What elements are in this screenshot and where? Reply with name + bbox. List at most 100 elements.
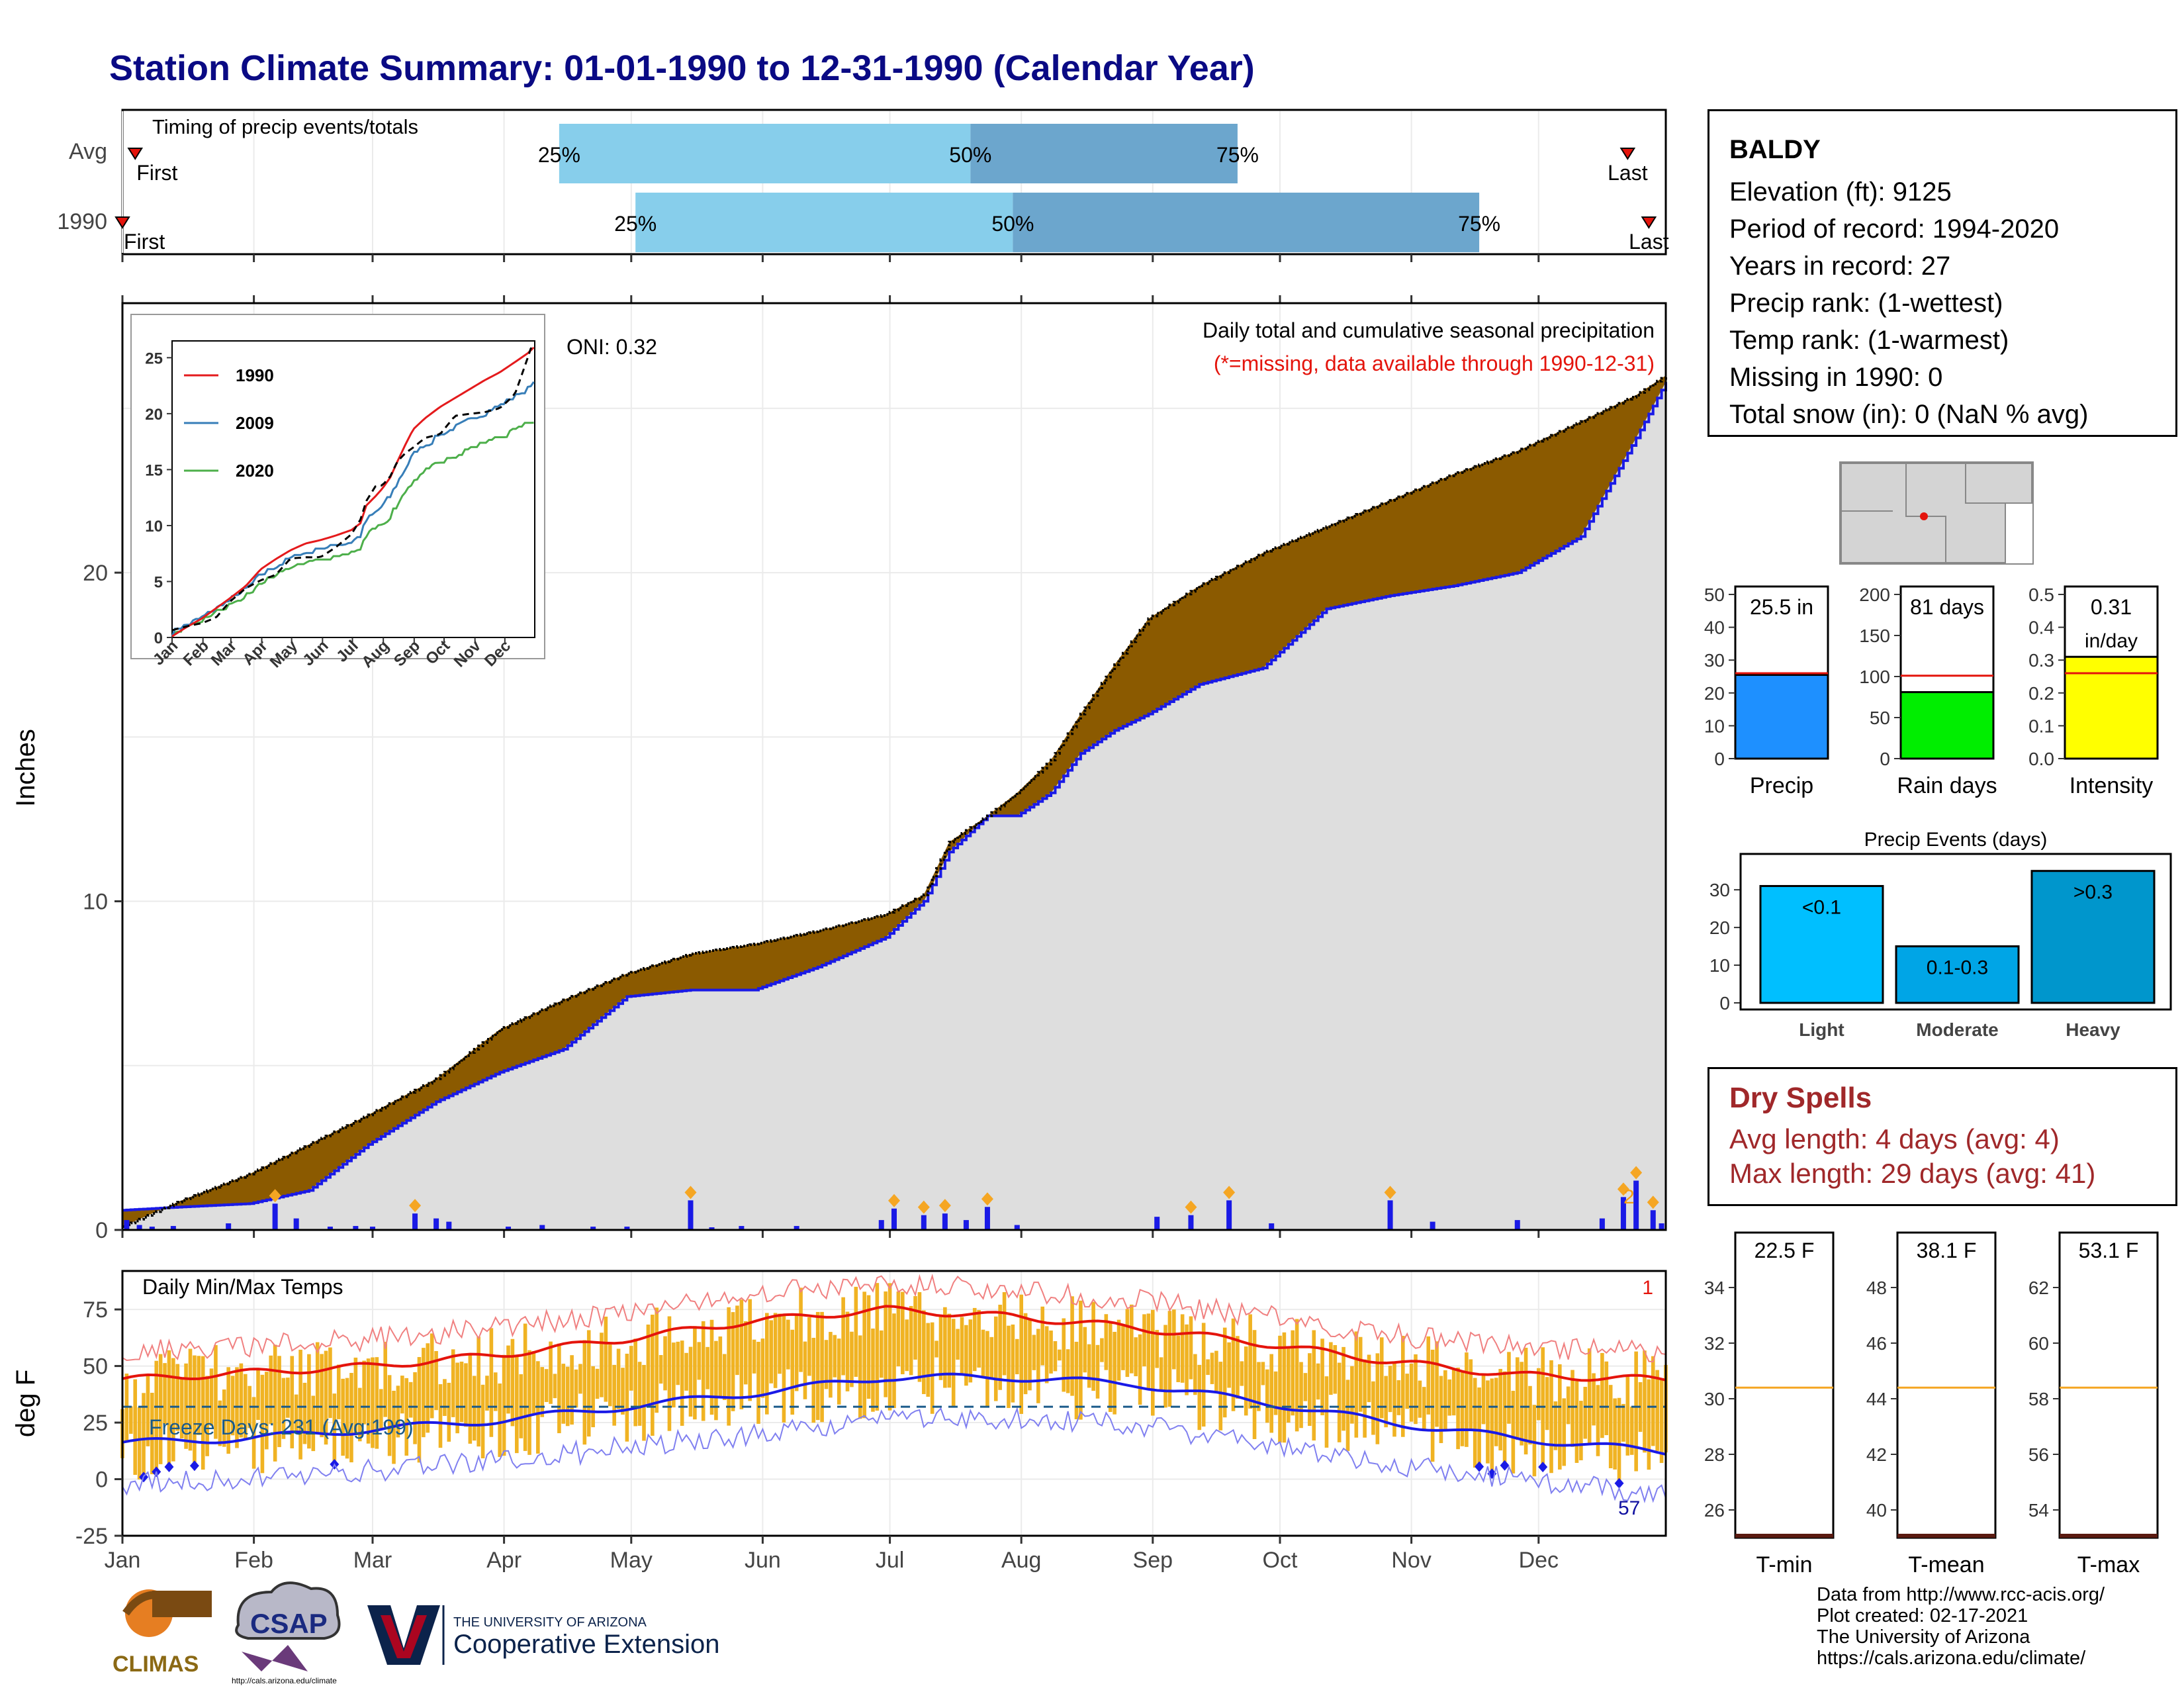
- inset-ytick-label: 0: [154, 630, 163, 647]
- daily-temp-bar: [472, 1376, 477, 1441]
- last-label: Last: [1629, 230, 1669, 254]
- events-tick-label: 20: [1709, 917, 1730, 938]
- daily-temp-bar: [1074, 1341, 1079, 1420]
- daily-temp-bar: [341, 1378, 345, 1456]
- daily-temp-bar: [480, 1384, 485, 1459]
- daily-temp-bar: [663, 1336, 667, 1391]
- daily-temp-bar: [833, 1335, 837, 1378]
- daily-temp-bar: [943, 1307, 947, 1388]
- events-tick-label: 0: [1719, 993, 1730, 1013]
- daily-temp-bar: [727, 1307, 731, 1426]
- daily-temp-bar: [251, 1397, 256, 1469]
- dry-spells-box: Dry Spells Avg length: 4 days (avg: 4) M…: [1707, 1067, 2177, 1206]
- daily-temp-bar: [1515, 1357, 1520, 1440]
- daily-temp-bar: [1062, 1318, 1066, 1392]
- daily-temp-bar: [1252, 1330, 1257, 1439]
- daily-precip-bar: [1620, 1197, 1626, 1230]
- daily-temp-bar: [1342, 1346, 1345, 1431]
- temp-summary-tick-label: 54: [2028, 1500, 2049, 1521]
- last-label: Last: [1608, 161, 1648, 185]
- daily-temp-bar: [1032, 1335, 1036, 1370]
- daily-temp-bar: [1236, 1336, 1240, 1399]
- temp-ytick-label: -25: [75, 1524, 108, 1549]
- summary-tick-label: 0.3: [2028, 650, 2054, 671]
- temp-summary-tick-label: 28: [1704, 1444, 1725, 1465]
- daily-temp-bar: [137, 1407, 142, 1479]
- daily-temp-bar: [1282, 1332, 1287, 1443]
- daily-temp-bar: [850, 1331, 854, 1387]
- daily-temp-bar: [158, 1354, 163, 1464]
- freeze-label: Freeze Days: 231 (Avg:199): [149, 1415, 414, 1439]
- daily-temp-bar: [829, 1332, 833, 1398]
- daily-temp-bar: [1629, 1406, 1634, 1455]
- daily-precip-bar: [1269, 1223, 1275, 1230]
- summary-tick-label: 50: [1870, 708, 1890, 728]
- daily-temp-bar: [1180, 1314, 1185, 1383]
- daily-temp-bar: [286, 1378, 290, 1418]
- info-years: Years in record: 27: [1729, 252, 1951, 281]
- daily-temp-bar: [1044, 1326, 1049, 1383]
- main-chart: 25% 50% 75% First Last 25% 50% 75% First Last Tim…: [11, 109, 1669, 1573]
- temp-ytick-label: 75: [83, 1297, 108, 1323]
- daily-temp-bar: [1121, 1325, 1125, 1370]
- surplus-fill: [122, 375, 1666, 1227]
- daily-precip-bar: [1430, 1221, 1435, 1230]
- daily-temp-bar: [549, 1341, 553, 1404]
- events-tick-label: 30: [1709, 880, 1730, 900]
- daily-temp-bar: [1151, 1309, 1155, 1416]
- daily-temp-bar: [1189, 1316, 1193, 1380]
- daily-temp-bar: [956, 1329, 960, 1360]
- summary-tick-label: 30: [1704, 650, 1725, 671]
- daily-temp-bar: [858, 1335, 862, 1419]
- daily-temp-bar: [1634, 1351, 1638, 1472]
- record-low-marker: [1614, 1477, 1624, 1489]
- daily-temp-bar: [1354, 1331, 1359, 1438]
- logos: CLIMAS CSAP http://cals.arizona.edu/clim…: [113, 1581, 719, 1685]
- daily-temp-bar: [510, 1338, 515, 1427]
- daily-temp-bar: [667, 1316, 672, 1431]
- station-marker-icon: [1920, 512, 1928, 520]
- daily-temp-bar: [1227, 1342, 1231, 1388]
- daily-temp-bar: [646, 1324, 651, 1404]
- daily-record-marker: [981, 1192, 993, 1206]
- daily-temp-bar: [621, 1368, 625, 1415]
- daily-temp-bar: [1091, 1301, 1095, 1391]
- daily-precip-bar: [412, 1213, 418, 1230]
- daily-temp-bar: [1426, 1336, 1431, 1415]
- daily-temp-bar: [1155, 1330, 1160, 1368]
- daily-temp-bar: [591, 1366, 595, 1428]
- temp-summary-label: T-mean: [1908, 1552, 1984, 1577]
- summary-tick-label: 50: [1704, 585, 1725, 605]
- daily-temp-bar: [1299, 1362, 1303, 1429]
- daily-temp-bar: [1592, 1373, 1596, 1426]
- daily-temp-bar: [820, 1311, 824, 1423]
- daily-temp-bar: [633, 1338, 637, 1427]
- daily-temp-bar: [557, 1343, 561, 1434]
- daily-temp-bar: [171, 1358, 175, 1462]
- credits: Data from http://www.rcc-acis.org/ Plot …: [1817, 1584, 2105, 1669]
- temp-summary-tick-label: 48: [1866, 1278, 1887, 1298]
- daily-temp-bar: [1218, 1362, 1223, 1430]
- daily-temp-bar: [905, 1319, 909, 1372]
- timing-q25-label: 25%: [538, 143, 580, 167]
- daily-temp-bar: [1104, 1314, 1109, 1370]
- month-label: Apr: [486, 1548, 522, 1573]
- daily-temp-bar: [875, 1283, 880, 1411]
- daily-temp-bar: [1532, 1405, 1537, 1477]
- daily-temp-bar: [1240, 1361, 1244, 1386]
- daily-temp-bar: [1185, 1324, 1189, 1395]
- timing-panel: 25% 50% 75% First Last 25% 50% 75% First Last Tim…: [57, 109, 1669, 262]
- daily-temp-bar: [841, 1297, 845, 1376]
- daily-temp-bar: [608, 1344, 612, 1407]
- daily-temp-bar: [464, 1363, 468, 1427]
- daily-temp-bar: [701, 1321, 705, 1421]
- daily-temp-bar: [422, 1348, 426, 1438]
- daily-temp-bar: [1558, 1364, 1562, 1470]
- daily-temp-bar: [1608, 1385, 1613, 1469]
- daily-precip-bar: [124, 1220, 130, 1230]
- daily-temp-bar: [129, 1406, 133, 1434]
- avg-tmax-line: [122, 1305, 1666, 1382]
- daily-temp-bar: [811, 1337, 816, 1423]
- daily-temp-bar: [332, 1393, 337, 1465]
- daily-precip-bar: [1387, 1200, 1393, 1230]
